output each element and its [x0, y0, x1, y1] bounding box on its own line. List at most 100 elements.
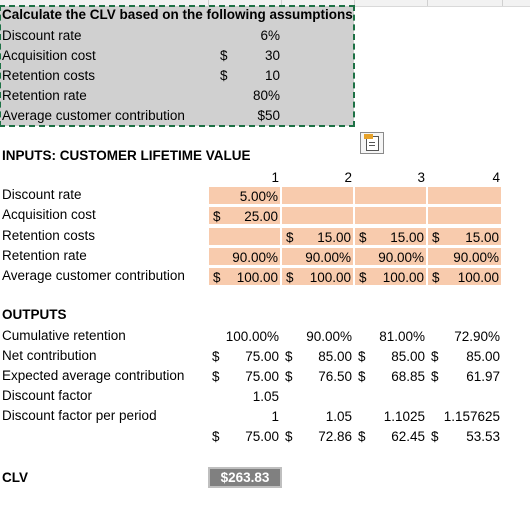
- row-label: Average customer contribution: [2, 268, 185, 283]
- row-label: Cumulative retention: [2, 328, 126, 343]
- row-label: Retention rate: [2, 248, 87, 263]
- value-cell[interactable]: $85.00: [427, 347, 502, 366]
- currency-symbol: $: [285, 429, 293, 444]
- amount: 53.53: [466, 429, 500, 444]
- currency-symbol: $: [431, 429, 439, 444]
- value-cell[interactable]: $100.00: [281, 267, 354, 286]
- value-cell[interactable]: [354, 186, 427, 205]
- row-label: Discount rate: [2, 187, 82, 202]
- outputs-title: OUTPUTS: [2, 307, 67, 322]
- currency-symbol: $: [286, 270, 294, 285]
- currency-symbol: $: [213, 209, 221, 224]
- assumption-label: Retention costs: [2, 68, 96, 83]
- value-cell[interactable]: [427, 387, 502, 406]
- value-cell[interactable]: $100.00: [354, 267, 427, 286]
- currency-symbol: $: [285, 349, 293, 364]
- value-cell[interactable]: $15.00: [354, 227, 427, 246]
- currency-symbol: $: [359, 270, 367, 285]
- value-cell[interactable]: $100.00: [208, 267, 281, 286]
- value-cell[interactable]: $61.97: [427, 367, 502, 386]
- amount: 85.00: [466, 349, 500, 364]
- amount: 85.00: [391, 349, 425, 364]
- assumption-row: Retention costs $10: [2, 66, 352, 86]
- value-cell[interactable]: [208, 227, 281, 246]
- amount: 75.00: [245, 429, 279, 444]
- period-header: 3: [417, 170, 425, 185]
- assumption-value[interactable]: 80%: [252, 88, 280, 103]
- value-cell[interactable]: 90.00%: [208, 247, 281, 266]
- currency-symbol: $: [213, 270, 221, 285]
- value-cell[interactable]: 1.1025: [383, 409, 425, 424]
- value-cell[interactable]: $75.00: [208, 347, 281, 366]
- assumptions-selection[interactable]: [0, 5, 355, 127]
- period-header: 1: [271, 170, 279, 185]
- value-cell[interactable]: $85.00: [354, 347, 427, 366]
- amount: 100.00: [382, 270, 424, 285]
- value-cell[interactable]: 90.00%: [427, 247, 502, 266]
- row-label: Retention costs: [2, 228, 96, 243]
- value-cell[interactable]: $75.00: [208, 427, 281, 446]
- value-cell[interactable]: $68.85: [354, 367, 427, 386]
- value-cell[interactable]: $76.50: [281, 367, 354, 386]
- value-cell[interactable]: [354, 387, 427, 406]
- amount: 61.97: [466, 369, 500, 384]
- value-cell[interactable]: 90.00%: [306, 329, 352, 344]
- value-cell[interactable]: 5.00%: [208, 186, 281, 205]
- value-cell[interactable]: $75.00: [208, 367, 281, 386]
- amount: 100.00: [236, 270, 278, 285]
- value-cell[interactable]: $85.00: [281, 347, 354, 366]
- value-cell[interactable]: 1.157625: [443, 409, 500, 424]
- clv-value[interactable]: $263.83: [208, 467, 282, 488]
- currency-symbol: $: [358, 429, 366, 444]
- amount: 25.00: [244, 209, 278, 224]
- assumption-value[interactable]: 6%: [260, 28, 280, 43]
- currency-symbol: $: [286, 230, 294, 245]
- value-cell[interactable]: 72.90%: [454, 329, 500, 344]
- value-cell[interactable]: [354, 206, 427, 225]
- value-cell[interactable]: 1.05: [325, 409, 352, 424]
- amount: 75.00: [245, 369, 279, 384]
- value-cell[interactable]: [281, 387, 354, 406]
- value-cell[interactable]: $100.00: [427, 267, 502, 286]
- amount: 68.85: [391, 369, 425, 384]
- currency-symbol: $: [212, 369, 220, 384]
- row-label: Discount factor per period: [2, 408, 157, 423]
- value-cell[interactable]: $62.45: [354, 427, 427, 446]
- amount: 15.00: [390, 230, 424, 245]
- currency-symbol: $: [359, 230, 367, 245]
- assumption-row: Acquisition cost $30: [2, 46, 352, 66]
- value-cell[interactable]: $25.00: [208, 206, 281, 225]
- paste-options-icon[interactable]: [360, 132, 384, 154]
- assumption-value[interactable]: 30: [264, 48, 280, 63]
- currency-symbol: $: [285, 369, 293, 384]
- clv-label: CLV: [2, 470, 28, 485]
- value-cell[interactable]: $15.00: [281, 227, 354, 246]
- currency-symbol: $: [432, 270, 440, 285]
- assumption-row: Average customer contribution $50: [2, 106, 352, 126]
- value-cell[interactable]: $53.53: [427, 427, 502, 446]
- currency-symbol: $: [212, 349, 220, 364]
- amount: 72.86: [318, 429, 352, 444]
- value-cell[interactable]: [427, 186, 502, 205]
- period-header: 2: [344, 170, 352, 185]
- value-cell[interactable]: 90.00%: [281, 247, 354, 266]
- value-cell[interactable]: [427, 206, 502, 225]
- period-header: 4: [492, 170, 500, 185]
- value-cell[interactable]: 1.05: [252, 389, 279, 404]
- value-cell[interactable]: [281, 206, 354, 225]
- assumption-value[interactable]: 10: [264, 68, 280, 83]
- inputs-title: INPUTS: CUSTOMER LIFETIME VALUE: [2, 148, 251, 163]
- amount: 100.00: [309, 270, 351, 285]
- value-cell[interactable]: 81.00%: [379, 329, 425, 344]
- value-cell[interactable]: [281, 186, 354, 205]
- row-label: Net contribution: [2, 348, 97, 363]
- assumption-currency: $: [220, 48, 228, 63]
- row-label: Expected average contribution: [2, 368, 185, 383]
- value-cell[interactable]: 1: [271, 409, 279, 424]
- value-cell[interactable]: $15.00: [427, 227, 502, 246]
- assumption-value[interactable]: $50: [257, 108, 280, 123]
- amount: 76.50: [318, 369, 352, 384]
- value-cell[interactable]: 100.00%: [225, 329, 279, 344]
- value-cell[interactable]: 90.00%: [354, 247, 427, 266]
- value-cell[interactable]: $72.86: [281, 427, 354, 446]
